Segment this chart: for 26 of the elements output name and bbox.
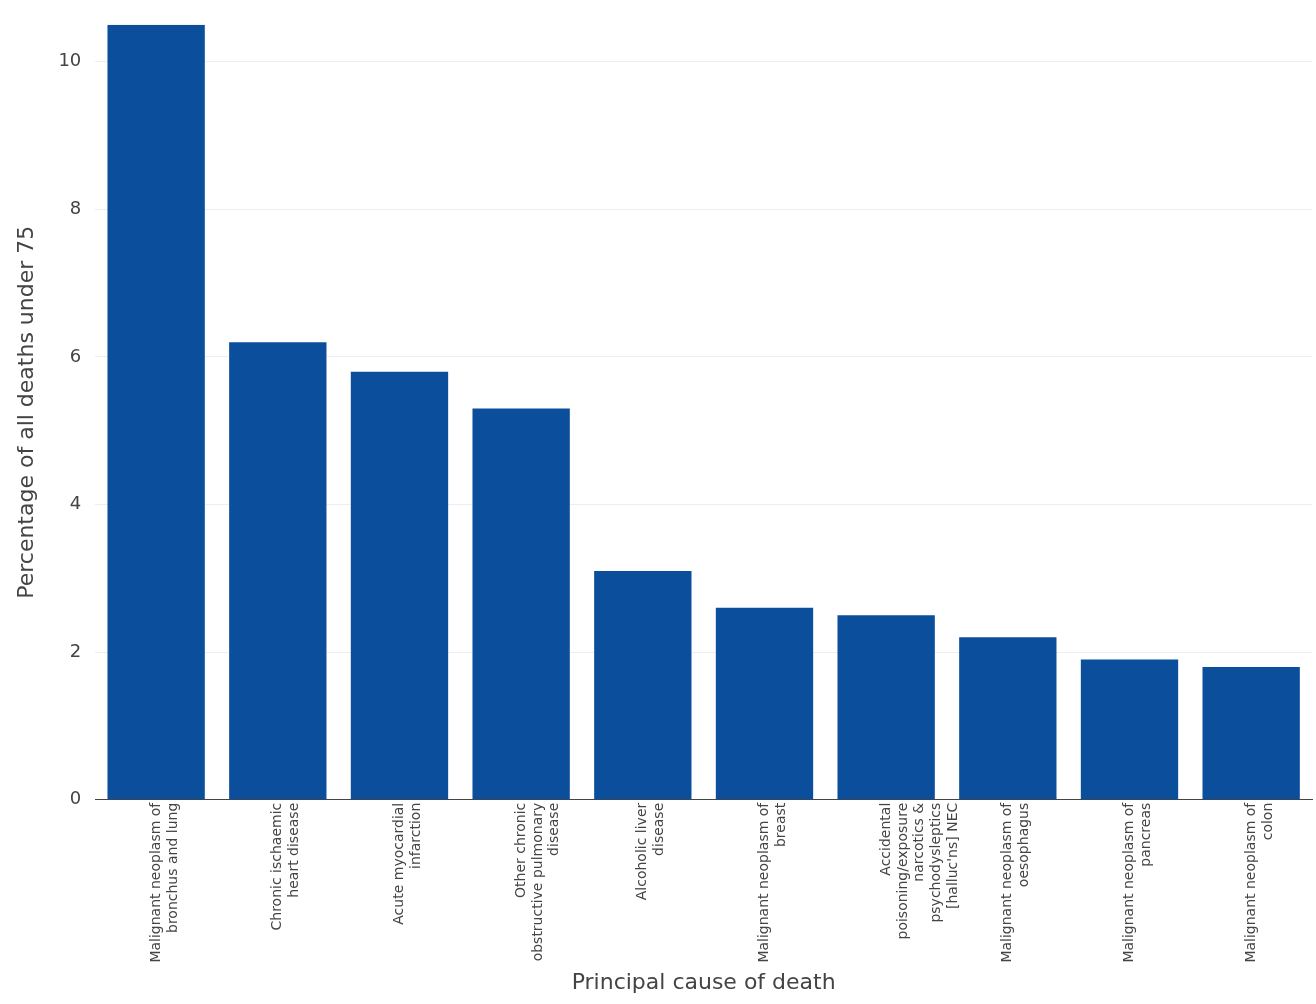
x-tick-label: Other chronic obstructive pulmonary disease [511, 802, 562, 962]
bar [959, 637, 1057, 800]
y-tick-label: 4 [69, 492, 82, 514]
bar [472, 408, 570, 800]
bar [1080, 659, 1179, 800]
x-axis-title: Principal cause of death [571, 968, 836, 994]
x-tick-label: Malignant neoplasm of pancreas [1120, 801, 1153, 963]
x-tick-label: Alcoholic liver disease [633, 802, 667, 901]
x-tick-label: Malignant neoplasm of breast [755, 801, 788, 963]
x-tick-label: Chronic ischaemic heart disease [268, 802, 302, 931]
y-tick-label: 0 [69, 787, 82, 809]
x-tick-label: Malignant neoplasm of colon [1241, 801, 1275, 963]
bar [229, 342, 327, 800]
y-tick-label: 2 [69, 639, 82, 661]
x-tick-label: Acute myocardial infarction [390, 802, 423, 925]
bar [107, 24, 205, 800]
bar [594, 570, 692, 800]
bar [837, 615, 935, 800]
y-tick-label: 8 [69, 196, 82, 218]
bar [715, 607, 814, 800]
y-tick-label: 10 [58, 49, 82, 71]
x-tick-label: Malignant neoplasm of bronchus and lung [146, 801, 180, 963]
bar [1202, 666, 1300, 800]
bar [350, 371, 449, 800]
y-tick-label: 6 [69, 344, 82, 366]
y-axis-title: Percentage of all deaths under 75 [12, 225, 38, 599]
